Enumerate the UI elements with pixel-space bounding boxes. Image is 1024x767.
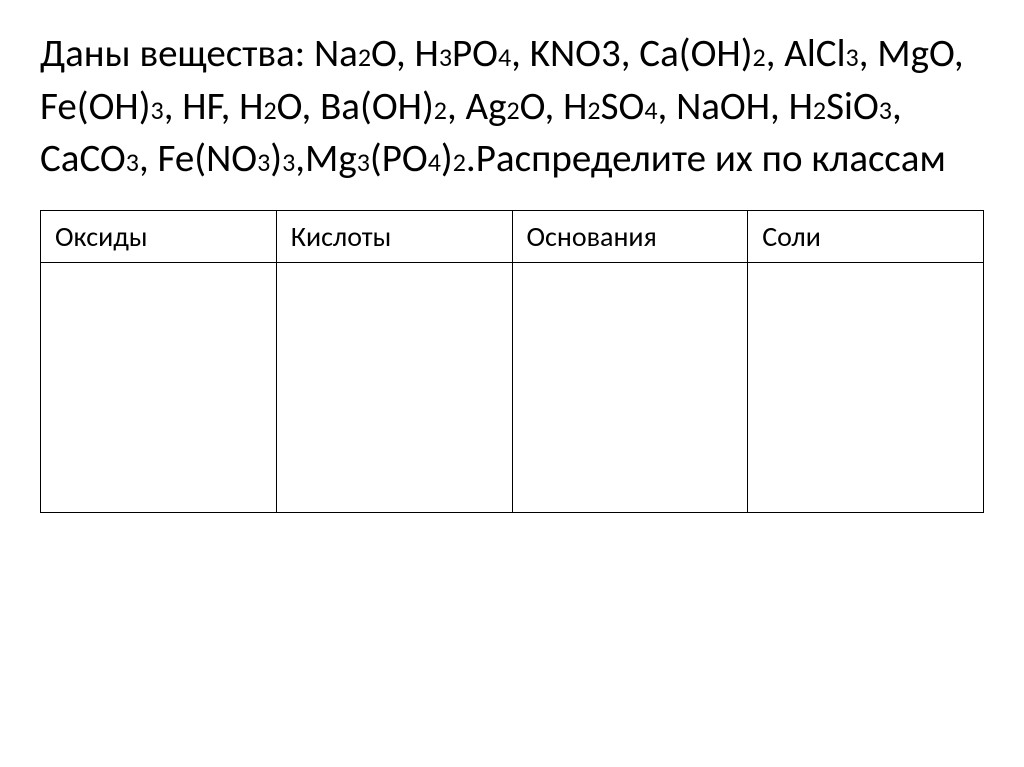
table-header-row: Оксиды Кислоты Основания Соли: [41, 210, 984, 262]
classification-table: Оксиды Кислоты Основания Соли: [40, 210, 984, 513]
column-header-bases: Основания: [512, 210, 748, 262]
worksheet-content: Даны вещества: Na2O, H3PO4, KNO3, Ca(OH)…: [40, 28, 984, 513]
cell-oxides: [41, 262, 277, 512]
column-header-acids: Кислоты: [276, 210, 512, 262]
problem-suffix: .Распределите их по классам: [466, 135, 946, 182]
column-header-salts: Соли: [748, 210, 984, 262]
cell-bases: [512, 262, 748, 512]
problem-statement: Даны вещества: Na2O, H3PO4, KNO3, Ca(OH)…: [40, 28, 984, 186]
column-header-oxides: Оксиды: [41, 210, 277, 262]
table-row: [41, 262, 984, 512]
cell-acids: [276, 262, 512, 512]
cell-salts: [748, 262, 984, 512]
problem-prefix: Даны вещества:: [40, 30, 314, 77]
